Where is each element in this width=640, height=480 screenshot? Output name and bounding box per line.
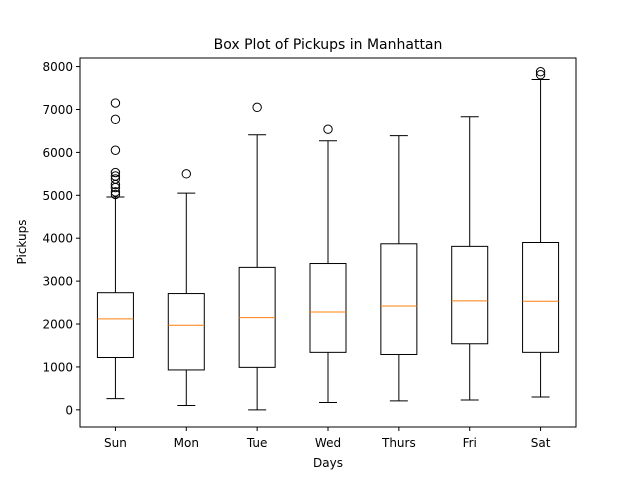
y-tick-label: 2000 xyxy=(42,318,73,332)
iqr-box xyxy=(167,293,205,371)
y-tick-label: 7000 xyxy=(42,103,73,117)
outlier-point xyxy=(110,174,121,184)
y-tick-label: 3000 xyxy=(42,275,73,289)
x-tick-label: Fri xyxy=(463,436,477,450)
x-axis-label: Days xyxy=(313,456,343,470)
y-tick-label: 5000 xyxy=(42,189,73,203)
y-tick-label: 4000 xyxy=(42,232,73,246)
chart-title: Box Plot of Pickups in Manhattan xyxy=(214,37,443,53)
box-fri xyxy=(451,116,489,401)
x-tick-label: Wed xyxy=(315,436,341,450)
x-tick-label: Mon xyxy=(174,436,199,450)
x-tick-label: Thurs xyxy=(381,436,416,450)
plot-area xyxy=(96,67,560,411)
y-tick-label: 0 xyxy=(65,403,73,417)
box-mon xyxy=(167,169,205,407)
x-tick-label: Sat xyxy=(531,436,551,450)
outlier-point xyxy=(252,102,262,113)
outlier-point xyxy=(181,169,191,179)
iqr-box xyxy=(380,243,418,355)
iqr-box xyxy=(96,292,134,358)
y-tick-label: 1000 xyxy=(42,360,73,374)
outlier-point xyxy=(110,171,121,181)
outlier-point xyxy=(110,189,121,200)
x-tick-label: Tue xyxy=(246,436,268,450)
box-thurs xyxy=(380,135,418,402)
y-tick-label: 8000 xyxy=(42,60,73,74)
iqr-box xyxy=(309,263,347,353)
outlier-point xyxy=(535,67,546,77)
outlier-point xyxy=(110,187,121,197)
outlier-point xyxy=(535,70,546,80)
y-axis-label: Pickups xyxy=(15,220,29,265)
outlier-point xyxy=(323,124,333,134)
box-tue xyxy=(238,102,276,411)
x-tick-label: Sun xyxy=(104,436,127,450)
outlier-point xyxy=(110,145,121,155)
outlier-point xyxy=(110,114,121,125)
iqr-box xyxy=(451,245,489,345)
box-sun xyxy=(96,98,134,400)
iqr-box xyxy=(522,242,560,353)
box-wed xyxy=(309,124,347,404)
outlier-point xyxy=(110,167,121,178)
outlier-point xyxy=(110,98,121,108)
y-tick-label: 6000 xyxy=(42,146,73,160)
box-sat xyxy=(522,67,560,398)
